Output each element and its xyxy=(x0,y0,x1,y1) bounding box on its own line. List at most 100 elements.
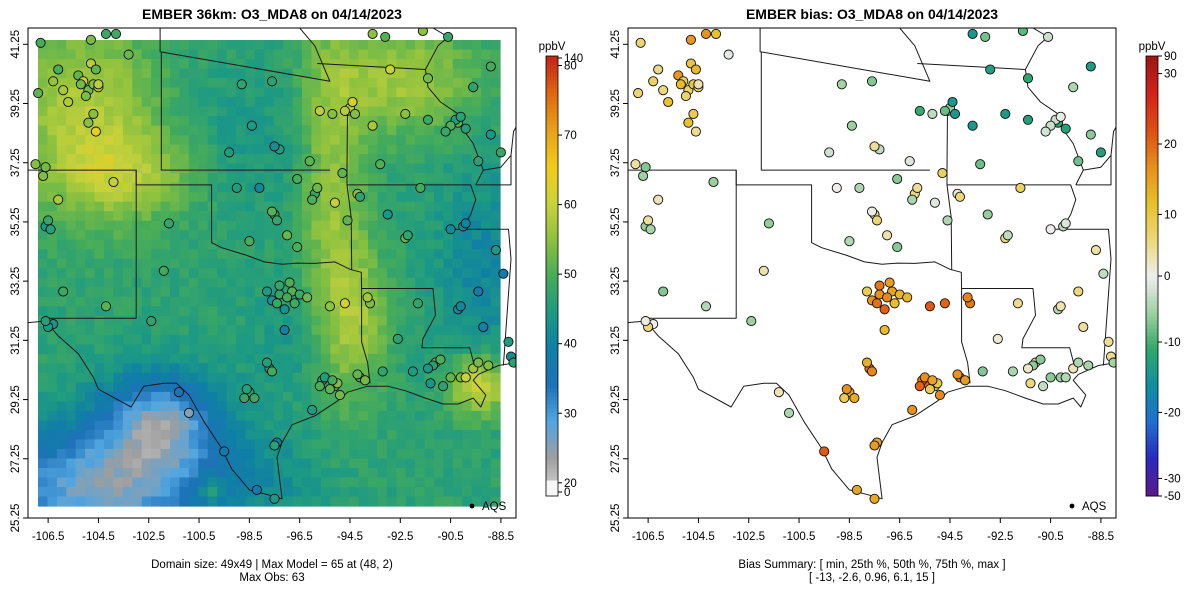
grid-cell xyxy=(66,239,77,250)
grid-cell xyxy=(283,249,294,260)
grid-cell xyxy=(311,325,322,336)
colorbar-label: 30 xyxy=(1164,69,1177,81)
grid-cell xyxy=(56,68,67,79)
grid-cell xyxy=(151,353,162,364)
grid-cell xyxy=(434,125,445,136)
grid-cell xyxy=(132,106,143,117)
grid-cell xyxy=(283,163,294,174)
grid-cell xyxy=(104,239,115,250)
grid-cell xyxy=(283,486,294,498)
grid-cell xyxy=(188,144,199,155)
grid-cell xyxy=(320,287,331,298)
grid-cell xyxy=(424,277,435,288)
grid-cell xyxy=(358,268,369,279)
aqs-site-marker xyxy=(904,156,915,167)
grid-cell xyxy=(254,363,265,374)
grid-cell xyxy=(75,344,86,355)
grid-cell xyxy=(396,391,407,402)
grid-cell xyxy=(358,439,369,450)
grid-cell xyxy=(85,448,96,460)
grid-cell xyxy=(302,315,313,326)
grid-cell xyxy=(151,40,162,51)
grid-cell xyxy=(66,439,77,450)
grid-cell xyxy=(56,401,67,412)
grid-cell xyxy=(471,296,482,307)
grid-cell xyxy=(292,439,303,450)
grid-cell xyxy=(179,353,190,364)
grid-cell xyxy=(85,410,96,422)
colorbar-swatch xyxy=(1146,68,1158,73)
grid-cell xyxy=(94,40,105,51)
grid-cell xyxy=(302,410,313,422)
grid-cell xyxy=(349,353,360,364)
grid-cell xyxy=(396,78,407,89)
colorbar-swatch xyxy=(546,232,558,237)
grid-cell xyxy=(349,306,360,317)
grid-cell xyxy=(330,486,341,498)
grid-cell xyxy=(217,211,228,222)
grid-cell xyxy=(132,325,143,336)
grid-cell xyxy=(104,59,115,70)
grid-cell xyxy=(188,325,199,336)
grid-cell xyxy=(368,458,379,469)
grid-cell xyxy=(170,173,181,184)
grid-cell xyxy=(368,239,379,250)
grid-cell xyxy=(226,458,237,469)
grid-cell xyxy=(330,182,341,193)
grid-cell xyxy=(311,334,322,345)
grid-cell xyxy=(94,439,105,450)
grid-cell xyxy=(160,448,171,460)
grid-cell xyxy=(273,87,284,98)
grid-cell xyxy=(339,258,350,269)
grid-cell xyxy=(283,40,294,51)
grid-cell xyxy=(94,325,105,336)
grid-cell xyxy=(217,49,228,60)
grid-cell xyxy=(217,106,228,117)
border-line xyxy=(628,169,737,322)
grid-cell xyxy=(292,135,303,146)
grid-cell xyxy=(396,154,407,165)
grid-cell xyxy=(349,296,360,307)
grid-cell xyxy=(490,315,501,326)
grid-cell xyxy=(217,306,228,317)
grid-cell xyxy=(462,87,473,98)
grid-cell xyxy=(179,287,190,298)
grid-cell xyxy=(122,334,133,345)
grid-cell xyxy=(311,315,322,326)
grid-cell xyxy=(415,220,426,231)
grid-cell xyxy=(179,68,190,79)
colorbar-swatch xyxy=(546,112,558,117)
grid-cell xyxy=(236,173,247,184)
grid-cell xyxy=(179,230,190,241)
grid-cell xyxy=(273,372,284,383)
grid-cell xyxy=(236,192,247,203)
grid-cell xyxy=(188,78,199,89)
grid-cell xyxy=(160,258,171,269)
grid-cell xyxy=(151,429,162,441)
grid-cell xyxy=(85,211,96,222)
grid-cell xyxy=(320,135,331,146)
colorbar-swatch xyxy=(1146,216,1158,221)
grid-cell xyxy=(368,220,379,231)
grid-cell xyxy=(481,353,492,364)
grid-cell xyxy=(264,258,275,269)
aqs-site-marker xyxy=(949,108,961,119)
lat-tick-label: 41.25 xyxy=(10,30,22,59)
grid-cell xyxy=(471,106,482,117)
grid-cell xyxy=(443,239,454,250)
grid-cell xyxy=(245,135,256,146)
grid-cell xyxy=(415,325,426,336)
grid-cell xyxy=(292,87,303,98)
grid-cell xyxy=(38,239,49,250)
footer-line: Bias Summary: [ min, 25th %, 50th %, 75t… xyxy=(738,559,1005,571)
grid-cell xyxy=(339,372,350,383)
grid-cell xyxy=(188,211,199,222)
grid-cell xyxy=(94,486,105,498)
aqs-site-marker xyxy=(658,286,669,297)
grid-cell xyxy=(141,201,152,212)
grid-cell xyxy=(471,344,482,355)
grid-cell xyxy=(273,353,284,364)
grid-cell xyxy=(160,277,171,288)
grid-cell xyxy=(160,59,171,70)
grid-cell xyxy=(217,97,228,108)
